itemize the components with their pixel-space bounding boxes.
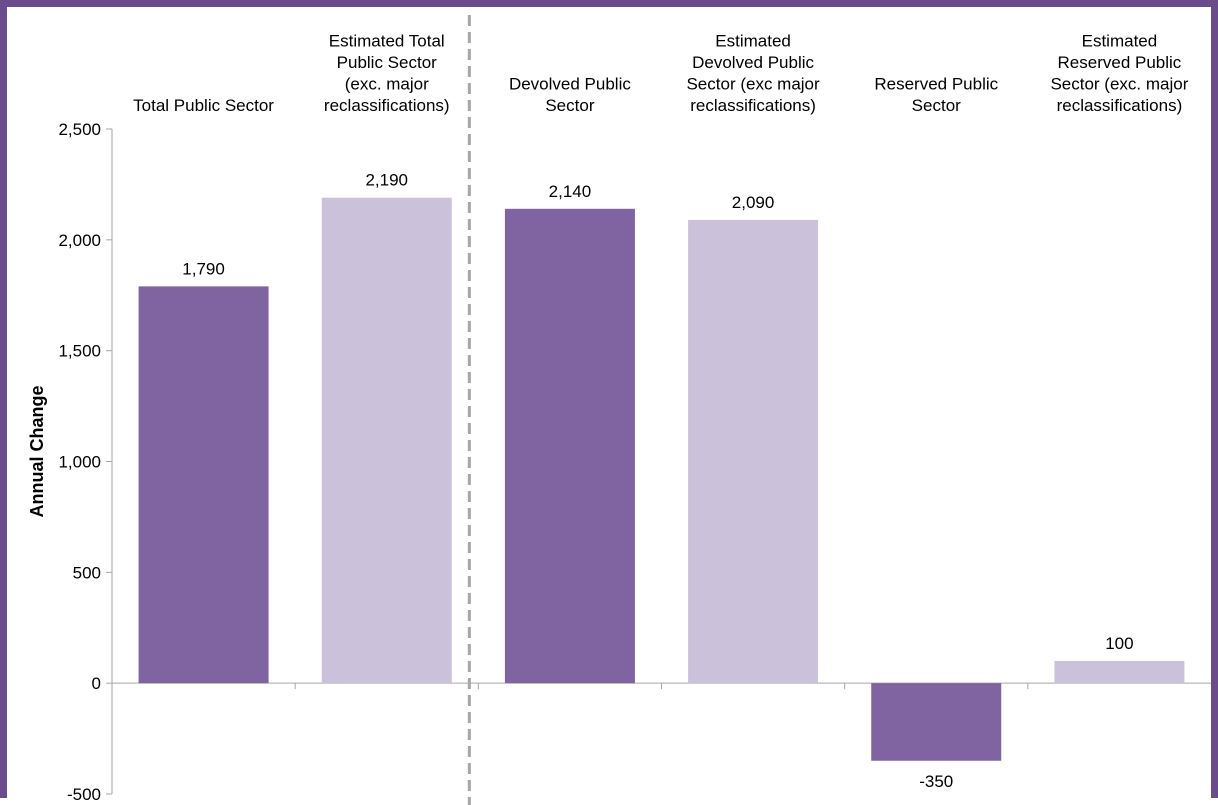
data-labels: 1,790 2,190 2,140 2,090 -350 100 (182, 171, 1133, 791)
bar (504, 208, 635, 684)
category-label: Estimated Reserved Public Sector (exc. maj… (1050, 32, 1188, 116)
data-label: 2,140 (549, 182, 592, 201)
bars (138, 197, 1185, 761)
bar (1054, 661, 1185, 684)
category-label-line: Public Sector (337, 53, 437, 72)
data-label: 100 (1105, 634, 1133, 653)
category-label-line: Sector (545, 96, 594, 115)
y-tick-label: 500 (73, 563, 101, 582)
y-tick-label: 1,000 (58, 453, 101, 472)
bar (321, 197, 452, 684)
category-label-line: Reserved Public (874, 75, 998, 94)
category-label: Estimated Devolved Public Sector (exc majo… (686, 32, 820, 116)
category-label-line: Estimated (715, 32, 791, 51)
data-label: 2,090 (732, 193, 775, 212)
bar (688, 219, 819, 684)
category-label-line: Reserved Public (1058, 53, 1182, 72)
y-axis: -500 0 500 1,000 1,500 2,000 2,500 (58, 120, 1211, 804)
bar-chart: -500 0 500 1,000 1,500 2,000 2,500 Total Publi… (27, 15, 1211, 805)
y-tick-label: 2,500 (58, 120, 101, 139)
y-axis-title: Annual Change (27, 385, 47, 517)
category-label-line: Estimated Total (329, 32, 445, 51)
data-label: 1,790 (182, 259, 225, 278)
category-labels: Total Public Sector Estimated Total Public… (133, 32, 1189, 116)
data-label: 2,190 (365, 171, 408, 190)
category-label-line: reclassifications) (1057, 96, 1183, 115)
category-label: Devolved Public Sector (509, 75, 631, 116)
y-tick-label: -500 (67, 785, 101, 804)
category-label: Total Public Sector (133, 96, 274, 115)
bar (871, 683, 1002, 761)
category-label-line: Sector (exc major (686, 75, 820, 94)
category-label-line: Sector (exc. major (1050, 75, 1188, 94)
bar (138, 286, 269, 684)
category-label-line: Sector (912, 96, 961, 115)
category-label: Estimated Total Public Sector (exc. major r… (324, 32, 450, 116)
y-tick-label: 0 (92, 674, 101, 693)
data-label: -350 (919, 772, 953, 791)
category-label-line: Devolved Public (692, 53, 814, 72)
category-label-line: (exc. major (345, 75, 429, 94)
category-label: Reserved Public Sector (874, 75, 998, 116)
category-label-line: reclassifications) (324, 96, 450, 115)
category-label-line: Total Public Sector (133, 96, 274, 115)
y-tick-label: 2,000 (58, 231, 101, 250)
category-label-line: reclassifications) (690, 96, 816, 115)
y-tick-label: 1,500 (58, 342, 101, 361)
category-label-line: Estimated (1082, 32, 1158, 51)
category-label-line: Devolved Public (509, 75, 631, 94)
